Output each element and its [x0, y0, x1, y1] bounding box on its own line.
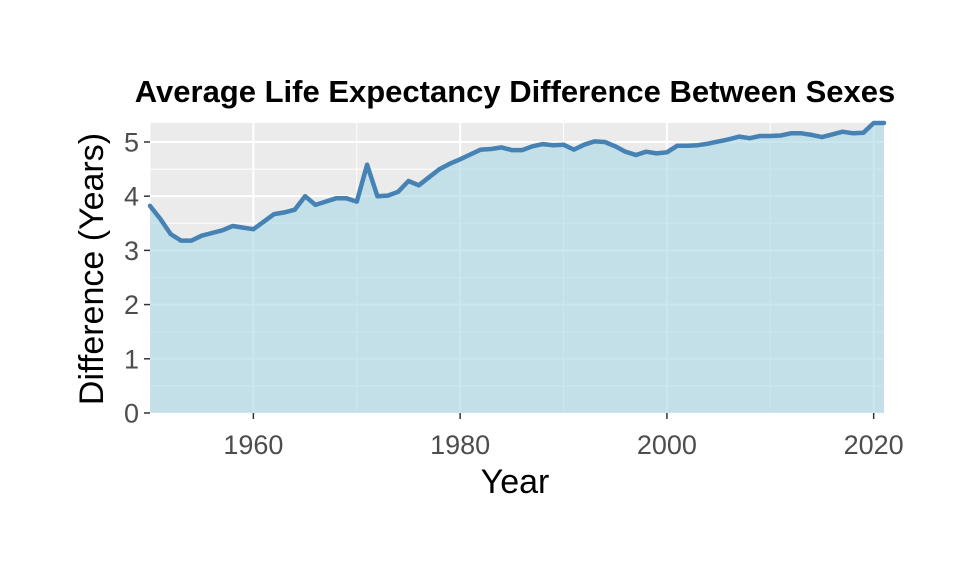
x-axis-title: Year [481, 463, 550, 501]
y-axis-title: Difference (Years) [73, 133, 111, 405]
x-tick-label: 1960 [223, 430, 283, 460]
y-tick-label: 3 [124, 236, 139, 266]
difference-area [150, 123, 884, 413]
chart-title: Average Life Expectancy Difference Betwe… [135, 74, 895, 109]
y-tick-label: 0 [124, 399, 139, 429]
difference-line [147, 120, 887, 243]
x-tick-label: 2000 [637, 430, 697, 460]
y-tick-label: 1 [124, 344, 139, 374]
x-tick-label: 2020 [844, 430, 904, 460]
x-tick-label: 1980 [430, 430, 490, 460]
y-tick-label: 2 [124, 290, 139, 320]
y-tick-label: 5 [124, 127, 139, 157]
x-axis-ticks: 1960 1980 2000 2020 [223, 413, 904, 460]
y-tick-label: 4 [124, 182, 139, 212]
y-axis-ticks: 0 1 2 3 4 5 [124, 127, 150, 429]
